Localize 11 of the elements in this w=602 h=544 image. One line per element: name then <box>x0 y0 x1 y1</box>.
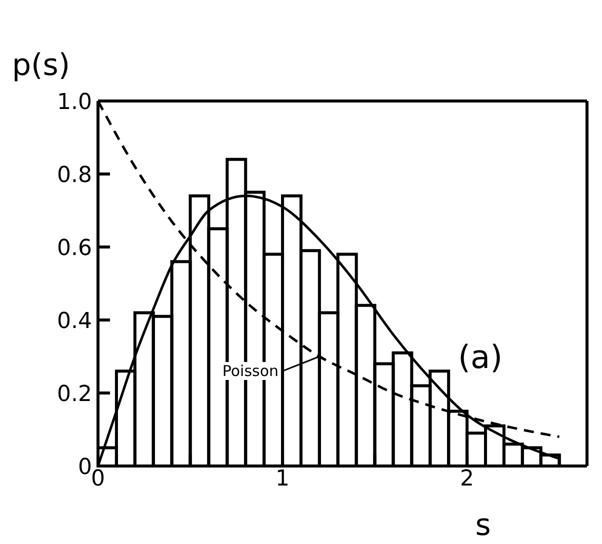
y-tick-label: 0.4 <box>57 308 92 334</box>
y-tick-label: 0.8 <box>57 162 92 188</box>
y-tick-label: 0.6 <box>57 236 92 261</box>
x-tick-label: 1 <box>276 466 290 492</box>
legend-label: Poisson <box>220 362 281 380</box>
y-tick-label: 0.2 <box>57 382 92 407</box>
y-tick-label: 1.0 <box>57 90 92 115</box>
x-tick-label: 2 <box>460 466 474 492</box>
annotation: (a) <box>458 338 503 376</box>
x-axis-title: s <box>475 508 491 543</box>
y-axis-title: p(s) <box>12 48 70 83</box>
